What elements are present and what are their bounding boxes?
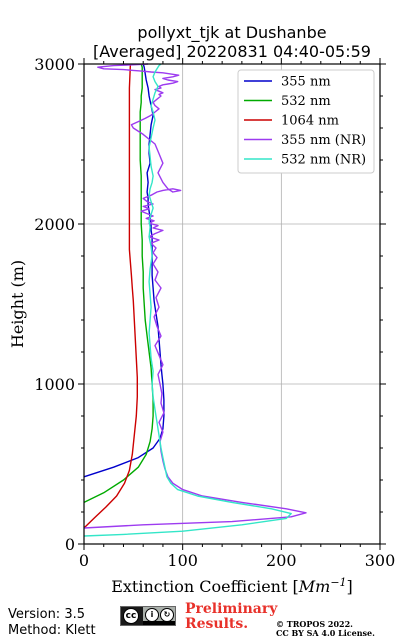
x-tick-label: 0 [79,551,89,570]
preliminary-results-notice: Preliminary Results. [185,602,277,632]
legend-label: 532 nm [281,94,331,109]
cc-license-badge: cc i ↻ [120,606,176,626]
copyright-line-2: CC BY SA 4.0 License. [276,628,375,638]
axis-ticks [78,58,386,550]
preliminary-line-2: Results. [185,616,249,632]
series-layer [83,63,307,537]
chart-title-line-2: [Averaged] 20220831 04:40-05:59 [93,42,371,61]
cc-logo-icon: cc [123,608,139,624]
copyright-line-1: © TROPOS 2022. [276,619,353,629]
legend-label: 355 nm [281,75,331,90]
preliminary-line-1: Preliminary [185,601,278,617]
series-line-532-nm-nr- [83,63,292,537]
y-tick-label: 2000 [34,215,75,234]
legend-label: 1064 nm [281,114,339,129]
plot-frame [83,63,381,545]
x-tick-label: 200 [266,551,297,570]
y-tick-label: 0 [65,535,75,554]
copyright-notice: © TROPOS 2022. CC BY SA 4.0 License. [276,620,375,638]
series-line-532-nm [83,63,154,504]
x-axis-label: Extinction Coefficient [Mm−1] [111,576,353,596]
cc-by-icon: i [145,608,159,622]
legend-label: 355 nm (NR) [281,133,366,148]
method-text: Method: Klett [8,623,96,638]
x-tick-label: 300 [365,551,396,570]
version-text: Version: 3.5 [8,607,85,622]
cc-sa-icon: ↻ [160,608,174,622]
chart-title-line-1: pollyxt_tjk at Dushanbe [137,23,326,43]
legend-label: 532 nm (NR) [281,153,366,168]
x-tick-label: 100 [167,551,198,570]
y-tick-label: 3000 [34,55,75,74]
y-axis-label: Height (m) [8,260,27,348]
cc-badge-strip [143,621,175,625]
series-line-355-nm-nr- [83,63,307,529]
footer-meta: Version: 3.5 Method: Klett [8,607,96,639]
series-line-355-nm [83,63,165,478]
series-line-1064-nm [83,63,139,529]
legend: 355 nm 532 nm 1064 nm 355 nm (NR) 532 nm (NR… [237,69,375,174]
y-tick-label: 1000 [34,375,75,394]
legend-box [237,69,375,174]
